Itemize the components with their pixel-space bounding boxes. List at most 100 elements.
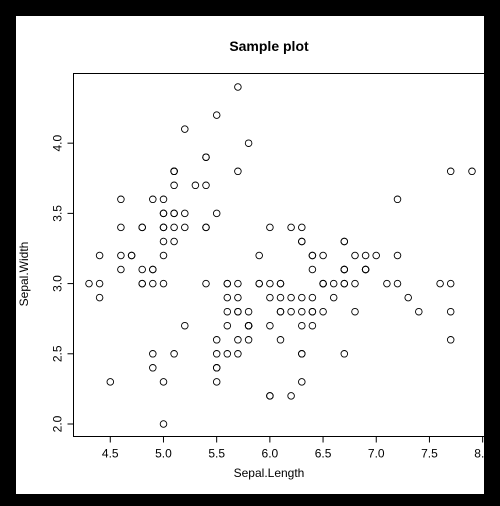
data-point: [404, 293, 412, 302]
data-point: [170, 181, 178, 190]
data-point: [329, 293, 338, 302]
x-tick-label: 5.5: [208, 447, 225, 461]
data-point: [468, 167, 476, 176]
data-point: [340, 350, 349, 358]
data-point: [383, 279, 391, 288]
data-point: [170, 209, 178, 218]
data-point: [298, 237, 306, 246]
data-point: [393, 279, 402, 288]
data-point: [223, 307, 232, 316]
data-point: [298, 350, 306, 358]
data-point: [287, 293, 295, 302]
data-point: [446, 307, 455, 316]
data-point: [117, 251, 125, 260]
data-point: [149, 265, 157, 274]
data-point: [298, 223, 306, 232]
data-point: [234, 350, 242, 358]
y-tick-label: 3.5: [51, 205, 65, 222]
data-point: [202, 181, 210, 190]
data-point: [191, 181, 200, 190]
data-point: [372, 251, 380, 260]
data-point: [266, 223, 274, 232]
data-point: [149, 279, 157, 288]
data-point: [308, 321, 317, 330]
data-point: [149, 364, 157, 372]
data-point: [298, 378, 306, 386]
data-point: [159, 251, 168, 260]
data-point: [170, 350, 178, 358]
data-point: [95, 279, 104, 288]
data-point: [308, 293, 317, 302]
data-point: [212, 378, 221, 386]
data-point: [276, 307, 285, 316]
data-point: [159, 237, 168, 246]
data-point: [266, 321, 274, 330]
data-point: [276, 336, 285, 344]
x-tick-label: 5.0: [155, 447, 172, 461]
data-point: [170, 223, 178, 232]
data-point: [85, 279, 93, 288]
data-point: [95, 251, 104, 260]
data-point: [159, 420, 168, 428]
x-axis-title: Sepal.Length: [234, 466, 305, 480]
data-point: [223, 293, 232, 302]
data-point: [212, 336, 221, 344]
data-point: [212, 350, 221, 358]
chart-title: Sample plot: [229, 38, 309, 54]
data-point: [202, 153, 210, 161]
data-point: [319, 307, 327, 316]
x-tick-label: 7.5: [421, 447, 438, 461]
data-point: [212, 364, 221, 372]
data-point: [117, 265, 125, 274]
data-point: [255, 251, 263, 260]
data-point: [181, 125, 189, 133]
data-point: [234, 83, 242, 91]
data-point: [361, 251, 370, 260]
data-point: [244, 336, 253, 344]
data-point: [351, 251, 359, 260]
data-point: [319, 251, 327, 260]
data-point: [234, 167, 242, 176]
data-point: [117, 223, 125, 232]
data-point: [138, 279, 146, 288]
data-point: [234, 336, 242, 344]
data-point: [234, 307, 242, 316]
data-point: [138, 223, 146, 232]
data-point: [127, 251, 136, 260]
data-point: [361, 265, 370, 274]
plot-frame: Sample plot 4.5 5.0 5.5 6.0 6.5 7.0 7.5 8.0 2.0…: [16, 16, 484, 494]
data-point: [181, 209, 189, 218]
data-point: [181, 223, 189, 232]
data-point: [202, 279, 210, 288]
data-point: [244, 321, 253, 330]
data-point: [415, 307, 423, 316]
data-point: [287, 307, 295, 316]
data-point: [159, 209, 168, 218]
data-point: [212, 209, 221, 218]
y-tick-label: 4.0: [51, 135, 65, 152]
data-point: [244, 139, 253, 147]
y-tick-label: 3.0: [51, 275, 65, 292]
data-point: [223, 279, 232, 288]
data-point: [266, 293, 274, 302]
data-point: [266, 279, 274, 288]
data-point: [159, 279, 168, 288]
data-point: [255, 279, 263, 288]
data-point: [117, 195, 125, 204]
data-point: [170, 237, 178, 246]
x-tick-label: 6.5: [315, 447, 332, 461]
data-point: [159, 195, 168, 204]
y-tick-label: 2.5: [51, 345, 65, 362]
x-tick-label: 7.0: [368, 447, 385, 461]
data-point: [393, 251, 402, 260]
data-point: [287, 392, 295, 400]
x-tick-label: 4.5: [102, 447, 119, 461]
data-point: [106, 378, 115, 386]
data-point: [159, 223, 168, 232]
data-point: [170, 167, 178, 176]
data-point: [266, 392, 274, 400]
data-point: [276, 293, 285, 302]
y-tick-label: 2.0: [51, 415, 65, 432]
data-point: [308, 307, 317, 316]
data-point: [181, 321, 189, 330]
